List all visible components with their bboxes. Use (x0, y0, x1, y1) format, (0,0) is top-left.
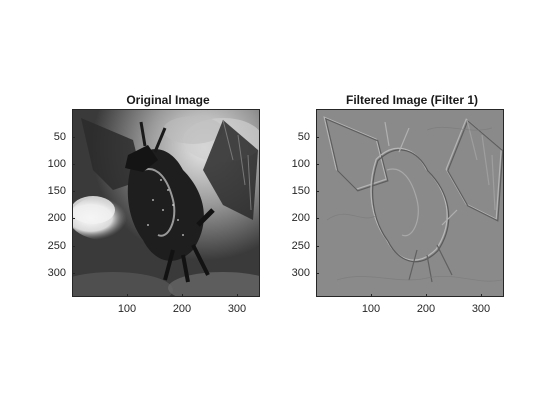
filtered-image-title: Filtered Image (Filter 1) (345, 93, 479, 107)
y-tick-mark (72, 191, 75, 192)
y-tick-mark (72, 164, 75, 165)
original-ytick-label: 300 (47, 267, 66, 279)
filtered-xtick-label: 200 (416, 303, 436, 315)
original-xtick-label: 300 (227, 303, 247, 315)
filtered-xtick-label: 300 (471, 303, 491, 315)
y-tick-mark (316, 137, 319, 138)
original-image-title: Original Image (126, 93, 210, 107)
original-ytick-label: 100 (47, 158, 66, 170)
filtered-xtick-label: 100 (361, 303, 381, 315)
filtered-ytick-label: 100 (291, 158, 310, 170)
filtered-ytick-label: 50 (297, 131, 310, 143)
y-tick-mark (316, 218, 319, 219)
filtered-ytick-label: 200 (291, 212, 310, 224)
y-tick-mark (316, 164, 319, 165)
original-image (73, 110, 259, 296)
original-xtick-label: 200 (172, 303, 192, 315)
original-xtick-label: 100 (117, 303, 137, 315)
x-tick-mark (237, 294, 238, 297)
x-tick-mark (371, 294, 372, 297)
y-tick-mark (72, 218, 75, 219)
y-tick-mark (72, 273, 75, 274)
x-tick-mark (127, 294, 128, 297)
x-tick-mark (481, 294, 482, 297)
original-ytick-label: 200 (47, 212, 66, 224)
y-tick-mark (316, 246, 319, 247)
filtered-image (317, 110, 503, 296)
y-tick-mark (72, 246, 75, 247)
filtered-ytick-label: 150 (291, 185, 310, 197)
y-tick-mark (316, 191, 319, 192)
filtered-ytick-label: 300 (291, 267, 310, 279)
x-tick-mark (182, 294, 183, 297)
original-ytick-label: 250 (47, 240, 66, 252)
filtered-ytick-label: 250 (291, 240, 310, 252)
y-tick-mark (72, 137, 75, 138)
x-tick-mark (426, 294, 427, 297)
filtered-image-axes (316, 109, 504, 297)
original-ytick-label: 50 (53, 131, 66, 143)
y-tick-mark (316, 273, 319, 274)
original-ytick-label: 150 (47, 185, 66, 197)
original-image-axes (72, 109, 260, 297)
